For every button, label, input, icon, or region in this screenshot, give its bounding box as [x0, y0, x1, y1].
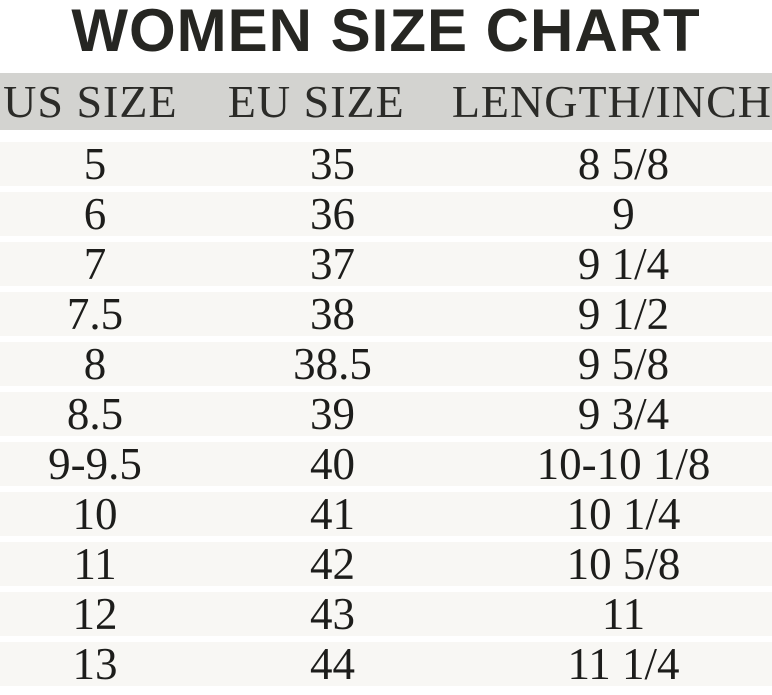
table-row: 10 41 10 1/4	[0, 488, 772, 539]
column-header-length-inch: LENGTH/INCH	[451, 75, 772, 127]
table-row: 13 44 11 1/4	[0, 638, 772, 689]
table-cell: 38.5	[293, 338, 372, 389]
table-header-row: US SIZE EU SIZE LENGTH/INCH	[0, 73, 772, 130]
table-cell: 35	[310, 138, 355, 189]
table-cell: 8.5	[66, 388, 124, 439]
table-cell: 41	[310, 488, 355, 539]
table-cell: 42	[310, 538, 355, 589]
table-cell: 7	[83, 238, 107, 289]
table-cell: 38	[310, 288, 355, 339]
table-row: 5 35 8 5/8	[0, 138, 772, 189]
table-cell: 13	[72, 638, 118, 689]
table-cell: 5	[83, 138, 107, 189]
table-cell: 36	[310, 188, 355, 239]
table-cell: 39	[310, 388, 355, 439]
table-cell: 10	[72, 488, 118, 539]
column-header-eu-size: EU SIZE	[227, 75, 405, 127]
table-row: 6 36 9	[0, 188, 772, 239]
table-cell: 8 5/8	[577, 138, 670, 189]
table-cell: 9 5/8	[577, 338, 670, 389]
page-title: WOMEN SIZE CHART	[71, 0, 701, 64]
table-cell: 10 1/4	[566, 488, 681, 539]
table-cell: 6	[83, 188, 107, 239]
table-cell: 11	[601, 588, 646, 639]
table-body: 5 35 8 5/8 6 36 9 7 37 9 1/4 7.5 38 9 1/2 8 38.5 9 5/8…	[0, 138, 772, 689]
table-cell: 7.5	[66, 288, 124, 339]
table-cell: 9-9.5	[48, 438, 142, 489]
table-cell: 10-10 1/8	[536, 438, 711, 489]
table-cell: 9 1/2	[577, 288, 670, 339]
table-cell: 11	[73, 538, 117, 589]
table-cell: 37	[310, 238, 355, 289]
table-row: 12 43 11	[0, 588, 772, 639]
table-cell: 10 5/8	[566, 538, 681, 589]
table-cell: 8	[83, 338, 107, 389]
table-cell: 12	[72, 588, 118, 639]
table-cell: 40	[310, 438, 355, 489]
table-row: 8.5 39 9 3/4	[0, 388, 772, 439]
table-row: 11 42 10 5/8	[0, 538, 772, 589]
table-cell: 9 3/4	[577, 388, 670, 439]
table-cell: 11 1/4	[567, 638, 680, 689]
column-header-us-size: US SIZE	[3, 75, 178, 127]
table-cell: 9 1/4	[577, 238, 670, 289]
table-row: 8 38.5 9 5/8	[0, 338, 772, 389]
table-row: 9-9.5 40 10-10 1/8	[0, 438, 772, 489]
table-cell: 43	[310, 588, 355, 639]
table-cell: 44	[310, 638, 355, 689]
table-row: 7 37 9 1/4	[0, 238, 772, 289]
table-cell: 9	[612, 188, 635, 239]
table-row: 7.5 38 9 1/2	[0, 288, 772, 339]
